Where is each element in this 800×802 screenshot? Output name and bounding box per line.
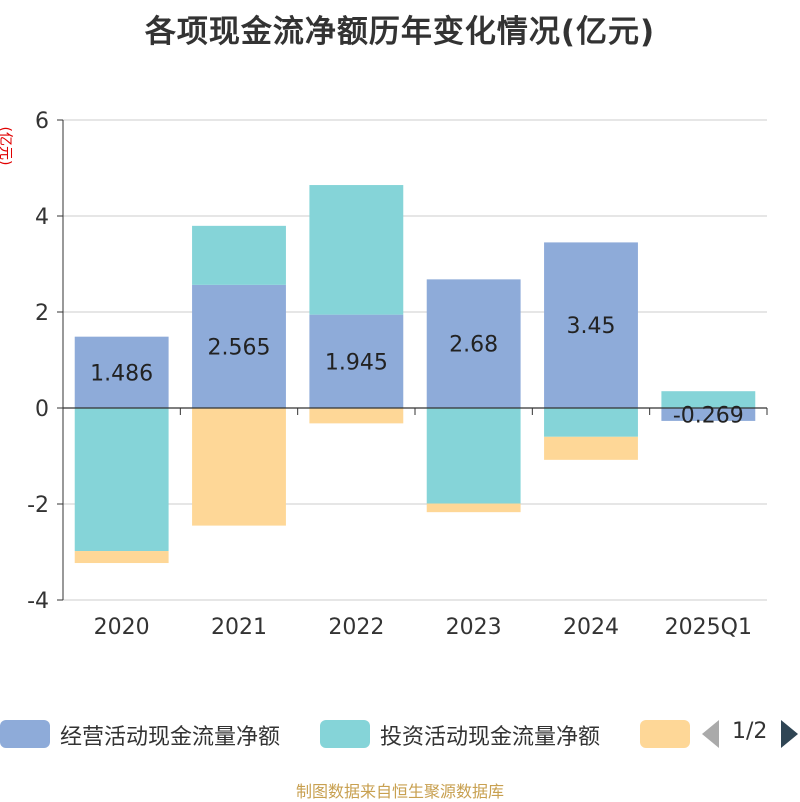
bar-series-1-2024 — [544, 408, 638, 437]
y-tick-label: 2 — [35, 301, 49, 326]
legend-page-indicator: 1/2 — [732, 719, 768, 744]
data-label-2024: 3.45 — [567, 314, 616, 339]
x-tick-label-2025Q1: 2025Q1 — [665, 615, 752, 640]
y-tick-label: -4 — [27, 589, 49, 614]
bar-series-0-2023 — [426, 279, 521, 408]
legend-swatch-operating — [0, 720, 50, 748]
bar-series-0-2024 — [544, 242, 638, 408]
bar-series-2-2020 — [74, 551, 169, 564]
data-label-2021: 2.565 — [208, 335, 271, 360]
x-tick-label-2022: 2022 — [328, 615, 384, 640]
bar-series-0-2022 — [309, 314, 404, 408]
x-tick-label-2023: 2023 — [446, 615, 502, 640]
bar-series-1-2023 — [426, 408, 521, 504]
x-tick-label-2024: 2024 — [563, 615, 619, 640]
legend-pager: 1/2 — [700, 718, 800, 750]
legend-swatch-financing — [640, 720, 690, 748]
bar-series-1-2020 — [74, 408, 169, 552]
x-tick-label-2020: 2020 — [94, 615, 150, 640]
chart-area: -4 -2 0 2 4 6 2020 2021 2022 2023 2024 2025Q1 1.486 2… — [27, 109, 768, 640]
bar-series-0-2025Q1 — [661, 408, 756, 421]
legend-swatch-investing — [320, 720, 370, 748]
y-tick-label: -2 — [27, 493, 49, 518]
data-label-2023: 2.68 — [449, 333, 498, 358]
y-tick-label: 4 — [35, 205, 49, 230]
bar-series-2-2022 — [309, 408, 404, 424]
y-tick-label: 6 — [35, 109, 49, 134]
bar-series-1-2025Q1 — [661, 391, 756, 408]
legend-label-investing: 投资活动现金流量净额 — [380, 725, 601, 750]
chart-title: 各项现金流净额历年变化情况(亿元) — [144, 14, 656, 50]
x-tick-label-2021: 2021 — [211, 615, 267, 640]
data-label-2020: 1.486 — [90, 361, 153, 386]
data-label-2022: 1.945 — [325, 350, 388, 375]
bar-series-1-2022 — [309, 185, 404, 315]
bar-series-0-2020 — [74, 336, 169, 408]
legend: 经营活动现金流量净额 投资活动现金流量净额 — [0, 718, 800, 750]
bar-series-2-2021 — [192, 408, 286, 526]
y-tick-label: 0 — [35, 397, 49, 422]
bar-series-0-2021 — [192, 284, 286, 408]
legend-label-operating: 经营活动现金流量净额 — [60, 725, 281, 750]
data-source-footer: 制图数据来自恒生聚源数据库 — [295, 782, 504, 801]
bar-series-1-2021 — [192, 225, 286, 285]
legend-next-page-icon[interactable] — [781, 720, 798, 748]
legend-prev-page-icon[interactable] — [702, 720, 719, 748]
data-label-2025Q1: -0.269 — [673, 403, 744, 428]
bar-series-2-2023 — [426, 503, 521, 513]
bar-series-2-2024 — [544, 436, 638, 460]
